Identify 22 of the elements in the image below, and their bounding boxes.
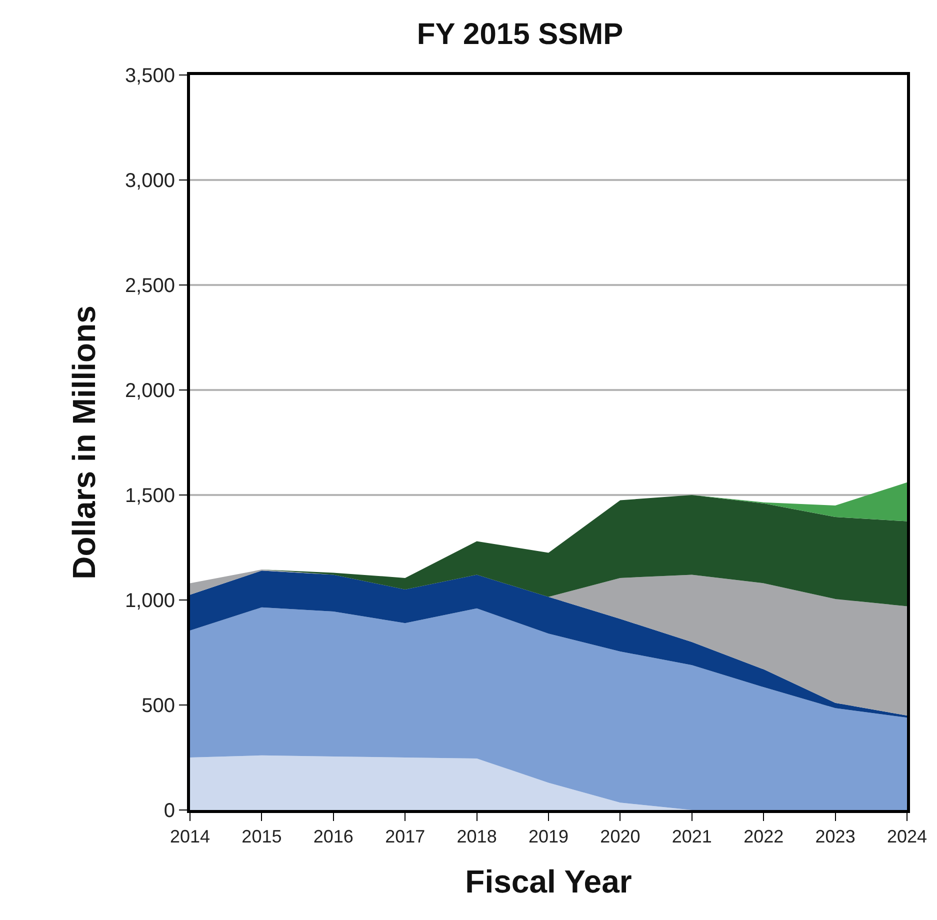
x-tick-label: 2024 [886, 826, 928, 847]
x-tick-label: 2015 [242, 826, 282, 847]
x-tick-label: 2020 [600, 826, 640, 847]
x-tick-label: 2014 [170, 826, 210, 847]
x-axis-title: Fiscal Year [465, 864, 632, 900]
x-tick-label: 2019 [528, 826, 569, 847]
y-tick-label: 3,500 [124, 65, 175, 87]
y-tick-label: 2,000 [124, 380, 175, 402]
chart-title: FY 2015 SSMP [416, 18, 624, 51]
x-tick-label: 2016 [313, 826, 354, 847]
y-tick-label: 2,500 [124, 275, 175, 297]
y-axis-title: Dollars in Millions [66, 306, 102, 580]
x-tick-label: 2017 [385, 826, 426, 847]
y-tick-label: 1,500 [124, 485, 175, 507]
y-tick-label: 1,000 [124, 590, 175, 612]
x-tick-label: 2021 [672, 826, 712, 847]
y-tick-label: 500 [142, 695, 175, 717]
x-tick-label: 2018 [456, 826, 497, 847]
x-tick-label: 2023 [815, 826, 856, 847]
y-tick-label: 3,000 [124, 170, 175, 192]
y-tick-label: 0 [164, 800, 175, 822]
x-tick-label: 2022 [744, 826, 784, 847]
